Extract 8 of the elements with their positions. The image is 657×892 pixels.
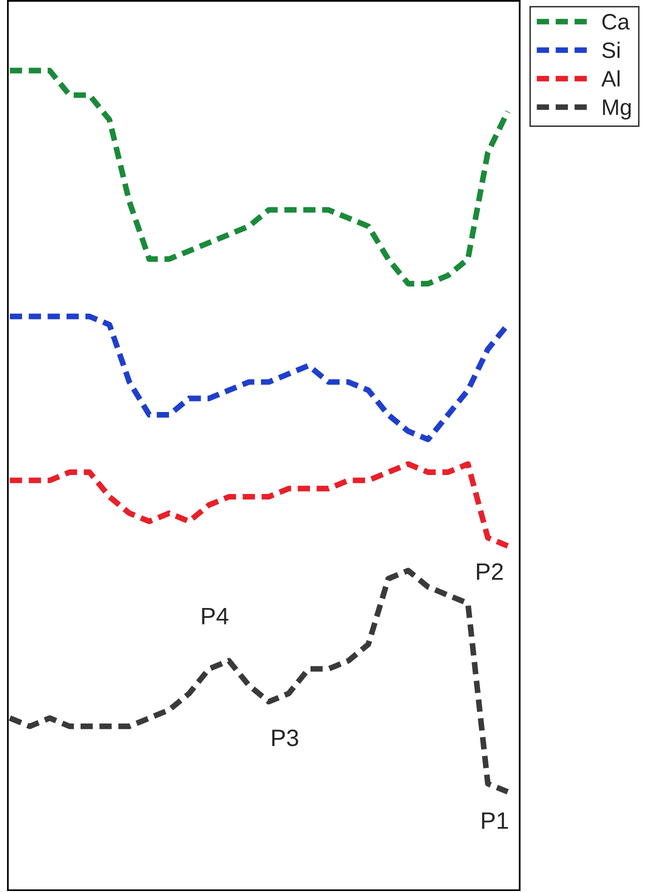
legend-label: Si <box>602 42 620 58</box>
legend-label: Mg <box>603 100 631 120</box>
annotation: P3 <box>272 730 298 746</box>
annotation: P1 <box>482 812 508 829</box>
annotation: P4 <box>202 608 228 624</box>
annotation: P2 <box>476 563 503 580</box>
legend-label: Ca <box>602 14 630 30</box>
legend-label: Al <box>601 70 620 86</box>
